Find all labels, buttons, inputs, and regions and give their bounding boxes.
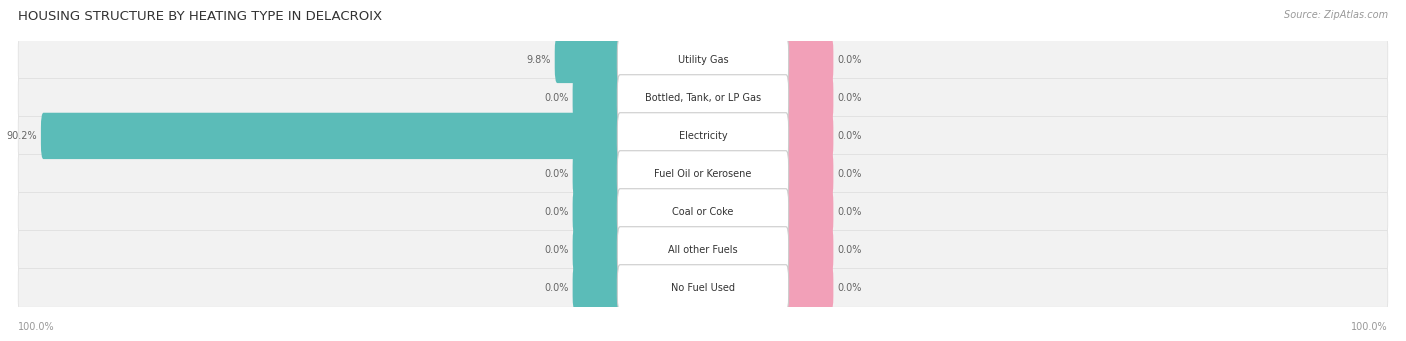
FancyBboxPatch shape	[617, 189, 789, 235]
FancyBboxPatch shape	[18, 78, 1388, 117]
FancyBboxPatch shape	[555, 37, 623, 83]
FancyBboxPatch shape	[617, 265, 789, 311]
FancyBboxPatch shape	[783, 75, 834, 121]
Text: 100.0%: 100.0%	[18, 322, 55, 332]
FancyBboxPatch shape	[617, 75, 789, 121]
FancyBboxPatch shape	[572, 189, 623, 235]
FancyBboxPatch shape	[572, 151, 623, 197]
FancyBboxPatch shape	[41, 113, 623, 159]
FancyBboxPatch shape	[18, 268, 1388, 307]
FancyBboxPatch shape	[783, 189, 834, 235]
Text: Fuel Oil or Kerosene: Fuel Oil or Kerosene	[654, 169, 752, 179]
FancyBboxPatch shape	[783, 113, 834, 159]
Text: 0.0%: 0.0%	[837, 93, 862, 103]
FancyBboxPatch shape	[18, 193, 1388, 231]
FancyBboxPatch shape	[18, 41, 1388, 79]
Text: 0.0%: 0.0%	[837, 283, 862, 293]
FancyBboxPatch shape	[783, 227, 834, 273]
Text: 90.2%: 90.2%	[7, 131, 37, 141]
Text: All other Fuels: All other Fuels	[668, 245, 738, 255]
FancyBboxPatch shape	[18, 231, 1388, 269]
Text: 0.0%: 0.0%	[544, 93, 569, 103]
Text: 0.0%: 0.0%	[837, 207, 862, 217]
Text: 0.0%: 0.0%	[837, 55, 862, 65]
Text: 9.8%: 9.8%	[526, 55, 551, 65]
Text: 100.0%: 100.0%	[1351, 322, 1388, 332]
FancyBboxPatch shape	[572, 265, 623, 311]
Text: 0.0%: 0.0%	[837, 131, 862, 141]
FancyBboxPatch shape	[572, 75, 623, 121]
Text: No Fuel Used: No Fuel Used	[671, 283, 735, 293]
Text: HOUSING STRUCTURE BY HEATING TYPE IN DELACROIX: HOUSING STRUCTURE BY HEATING TYPE IN DEL…	[18, 10, 382, 23]
Text: Source: ZipAtlas.com: Source: ZipAtlas.com	[1284, 10, 1388, 20]
FancyBboxPatch shape	[783, 151, 834, 197]
FancyBboxPatch shape	[617, 113, 789, 159]
Text: 0.0%: 0.0%	[544, 245, 569, 255]
FancyBboxPatch shape	[783, 37, 834, 83]
Text: 0.0%: 0.0%	[837, 169, 862, 179]
Text: 0.0%: 0.0%	[544, 283, 569, 293]
FancyBboxPatch shape	[18, 154, 1388, 193]
Text: Bottled, Tank, or LP Gas: Bottled, Tank, or LP Gas	[645, 93, 761, 103]
Text: Coal or Coke: Coal or Coke	[672, 207, 734, 217]
Text: Electricity: Electricity	[679, 131, 727, 141]
FancyBboxPatch shape	[617, 227, 789, 273]
Text: Utility Gas: Utility Gas	[678, 55, 728, 65]
Text: 0.0%: 0.0%	[837, 245, 862, 255]
Text: 0.0%: 0.0%	[544, 207, 569, 217]
FancyBboxPatch shape	[18, 117, 1388, 155]
FancyBboxPatch shape	[572, 227, 623, 273]
FancyBboxPatch shape	[617, 37, 789, 83]
Text: 0.0%: 0.0%	[544, 169, 569, 179]
FancyBboxPatch shape	[617, 151, 789, 197]
FancyBboxPatch shape	[783, 265, 834, 311]
